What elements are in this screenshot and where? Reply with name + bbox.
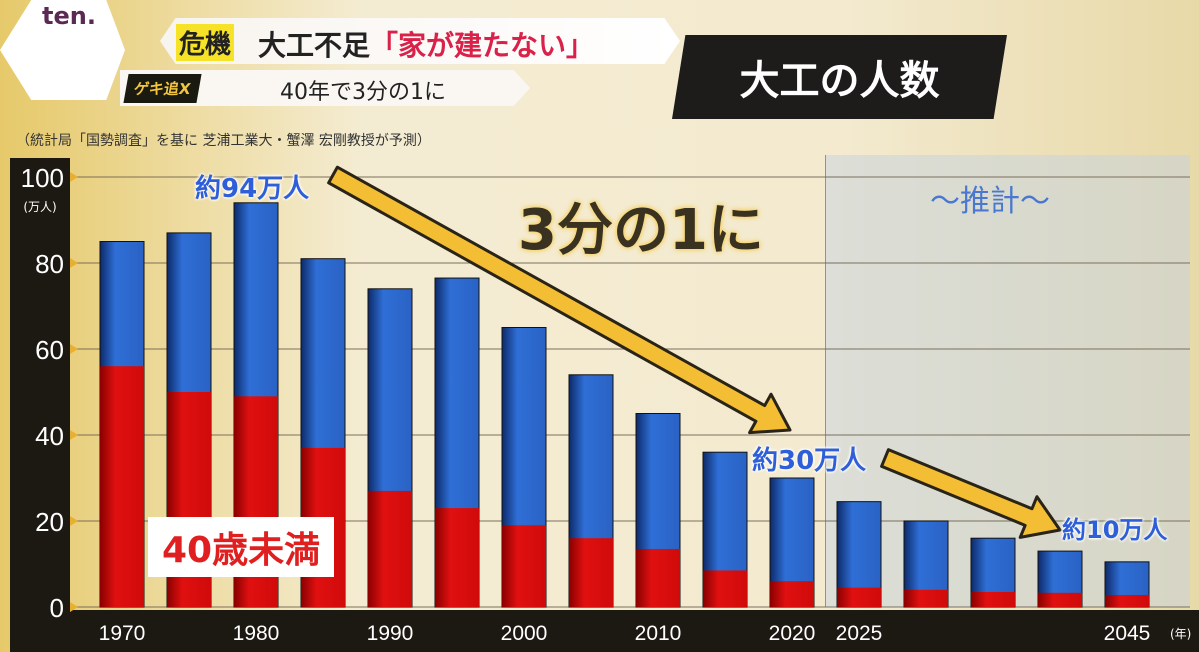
bar-under40-2000	[502, 525, 546, 607]
y-axis-unit: (万人)	[23, 200, 56, 214]
x-tick-label: 2010	[635, 622, 682, 645]
tick-marker-20	[70, 516, 78, 526]
bar-under40-2025	[837, 587, 881, 607]
title-main: 大工不足	[258, 29, 371, 62]
subtitle-banner: ゲキ追X 40年で3分の1に	[120, 70, 530, 106]
y-tick-label: 60	[35, 335, 64, 365]
arrow-decline-1	[327, 165, 792, 435]
tick-marker-0	[70, 602, 78, 612]
bar-under40-1995	[435, 508, 479, 607]
bar-under40-2030	[904, 589, 948, 607]
x-tick-label: 2045	[1104, 622, 1151, 645]
bar-under40-2015	[703, 570, 747, 607]
bar-under40-2010	[636, 548, 680, 607]
segment-badge: ゲキ追X	[123, 74, 202, 103]
x-tick-label: 1990	[367, 622, 414, 645]
chart-title: 大工の人数	[672, 35, 1007, 119]
peak-annotation: 約94万人	[195, 174, 310, 204]
tick-marker-100	[70, 172, 78, 182]
bar-under40-2040	[1038, 592, 1082, 607]
arrow-decline-2-shape	[880, 448, 1062, 539]
bar-under40-2020	[770, 581, 814, 607]
x-tick-label: 1980	[233, 622, 280, 645]
arrow-decline-2	[880, 448, 1062, 539]
x-tick-label: 2020	[769, 622, 816, 645]
y-tick-label: 20	[35, 507, 64, 537]
y-tick-label: 100	[21, 163, 64, 193]
legend-under40: 40歳未満	[148, 517, 335, 577]
logo-text: ten.	[42, 2, 96, 30]
y-axis-strip	[10, 158, 70, 652]
tick-marker-40	[70, 430, 78, 440]
headline-title: 大工不足「家が建たない」	[258, 24, 594, 64]
x-tick-label: 2000	[501, 622, 548, 645]
estimate-label: ～推計～	[930, 184, 1050, 219]
bar-under40-2035	[971, 591, 1015, 607]
x-tick-label: 1970	[99, 622, 146, 645]
bar-under40-1990	[368, 490, 412, 607]
crisis-tag: 危機	[176, 24, 235, 61]
bar-under40-2045	[1105, 594, 1149, 607]
headline-annotation: 3分の1に	[518, 198, 764, 263]
y-tick-label: 80	[35, 249, 64, 279]
subtitle: 40年で3分の1に	[280, 80, 446, 105]
bar-under40-1970	[100, 366, 144, 607]
forecast-region	[825, 155, 1190, 607]
title-banner: 危機 大工不足「家が建たない」	[160, 18, 680, 64]
title-quote: 「家が建たない」	[370, 29, 595, 62]
x-tick-label: 2025	[836, 622, 883, 645]
tick-marker-60	[70, 344, 78, 354]
source-note: （統計局「国勢調査」を基に 芝浦工業大・蟹澤 宏剛教授が予測）	[16, 133, 431, 149]
tick-marker-80	[70, 258, 78, 268]
bar-under40-2005	[569, 538, 613, 607]
y-tick-label: 40	[35, 421, 64, 451]
y-tick-label: 0	[50, 593, 64, 623]
x-axis-unit: (年)	[1170, 627, 1191, 641]
2045-annotation: 約10万人	[1062, 516, 1168, 544]
x-axis-strip	[10, 610, 1199, 652]
arrow-decline-1-shape	[327, 165, 792, 435]
2020-annotation: 約30万人	[752, 446, 867, 476]
